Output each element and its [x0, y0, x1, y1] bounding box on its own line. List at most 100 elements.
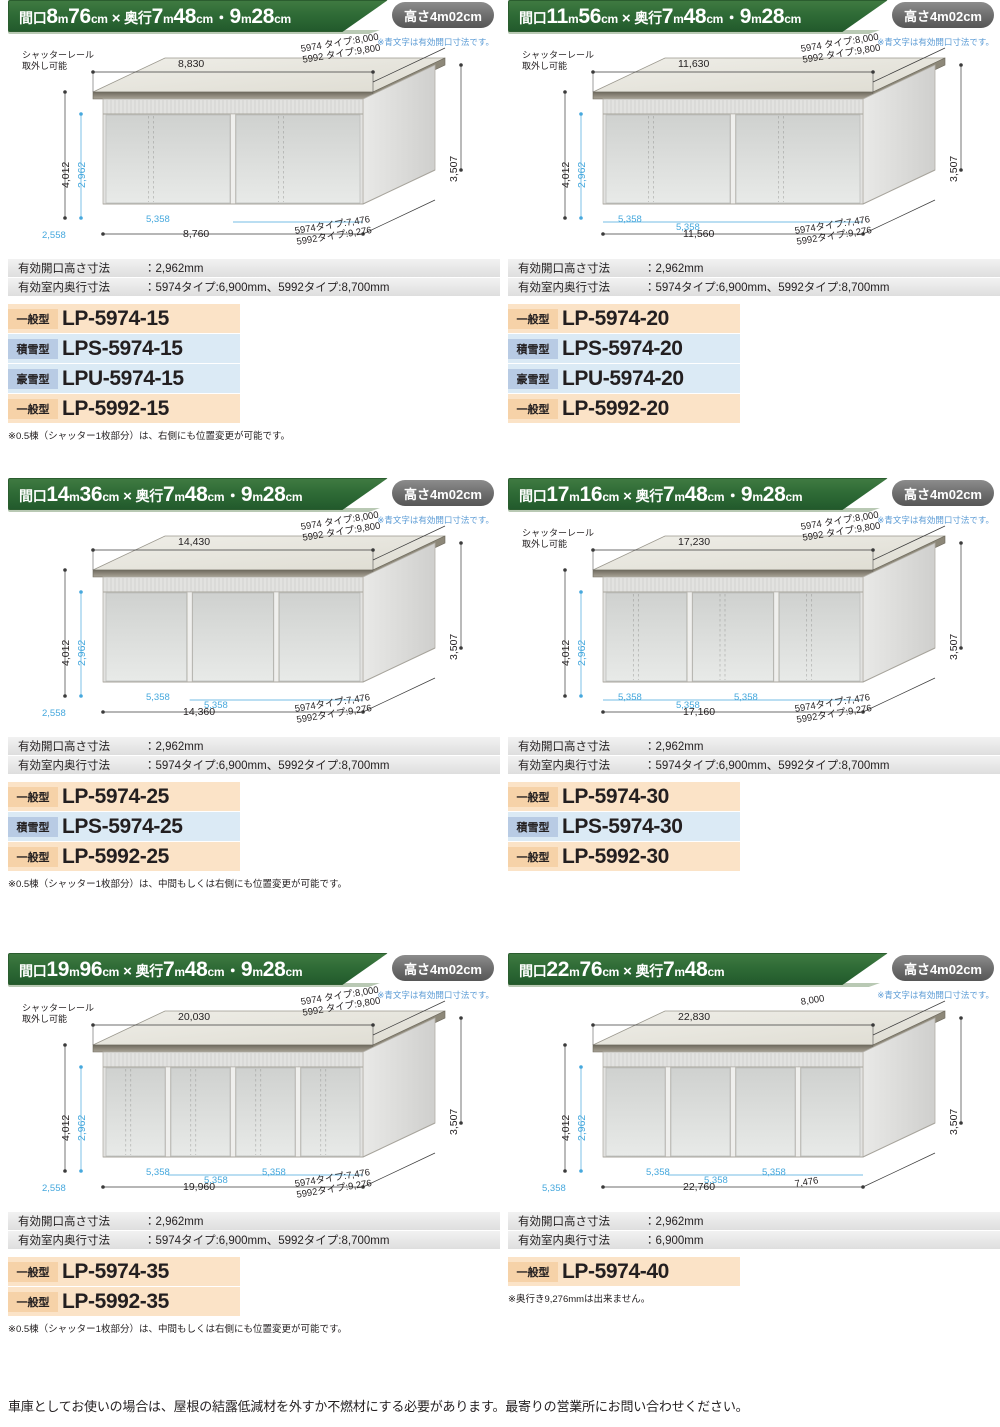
model-row[interactable]: 一般型 LP-5992-35 [8, 1287, 240, 1316]
dim-opening-height: 2,962 [576, 161, 588, 188]
product-panel: 間口 11 m 56 cm × 奥行 7 m 48 cm ・ 9 m 28 cm 高さ4m02cm ※青文字は… [508, 0, 1000, 478]
spec-value-opening-height: ：2,962mm [644, 263, 704, 275]
size-title: 間口 14 m 36 cm × 奥行 7 m 48 cm ・ 9 m 28 cm [19, 482, 303, 506]
depth2-meters: 9 [240, 957, 253, 981]
size-title: 間口 22 m 76 cm × 奥行 7 m 48 cm [519, 957, 725, 981]
dim-half-span: 2,558 [42, 230, 66, 241]
dim-span: 5,358 [704, 1175, 728, 1186]
spec-row-interior-depth: 有効室内奥行寸法 ：5974タイプ:6,900mm、5992タイプ:8,700m… [8, 1230, 500, 1249]
shutter-rail-callout: シャッターレール 取外し可能 [22, 1003, 95, 1025]
spec-row-opening-height: 有効開口高さ寸法 ：2,962mm [8, 1211, 500, 1230]
dim-total-height: 4,012 [60, 161, 72, 188]
width-centimeters: 16 [579, 482, 603, 506]
dim-rear-height: 3,507 [948, 633, 960, 660]
model-row[interactable]: 積雪型 LPS-5974-20 [508, 334, 740, 363]
spec-value-interior-depth: ：5974タイプ:6,900mm、5992タイプ:8,700mm [644, 760, 890, 772]
spec-table: 有効開口高さ寸法 ：2,962mm 有効室内奥行寸法 ：5974タイプ:6,90… [8, 1211, 500, 1249]
model-row[interactable]: 一般型 LP-5992-30 [508, 842, 740, 871]
model-row[interactable]: 一般型 LP-5974-40 [508, 1257, 740, 1286]
size-banner: 間口 14 m 36 cm × 奥行 7 m 48 cm ・ 9 m 28 cm [8, 478, 388, 510]
model-row[interactable]: 一般型 LP-5992-20 [508, 394, 740, 423]
dim-roof-width: 20,030 [178, 1011, 211, 1023]
spec-label-opening-height: 有効開口高さ寸法 [518, 263, 610, 275]
panel-header: 間口 11 m 56 cm × 奥行 7 m 48 cm ・ 9 m 28 cm 高さ4m02cm ※青文字は… [508, 0, 1000, 47]
depth1-meters: 7 [151, 4, 164, 28]
depth2-meters: 9 [739, 4, 752, 28]
model-row[interactable]: 豪雪型 LPU-5974-20 [508, 364, 740, 393]
panel-header: 間口 19 m 96 cm × 奥行 7 m 48 cm ・ 9 m 28 cm 高さ4m02cm ※青文字は… [8, 953, 500, 1000]
dim-rear-height: 3,507 [448, 1108, 460, 1135]
model-row[interactable]: 一般型 LP-5992-25 [8, 842, 240, 871]
shutter-rail-callout: シャッターレール 取外し可能 [522, 50, 595, 72]
spec-value-opening-height: ：2,962mm [644, 741, 704, 753]
spec-value-interior-depth: ：6,900mm [644, 1235, 704, 1247]
model-code: LP-5974-30 [562, 785, 669, 808]
width-meters: 22 [546, 957, 570, 981]
model-row[interactable]: 一般型 LP-5974-35 [8, 1257, 240, 1286]
model-row[interactable]: 一般型 LP-5974-25 [8, 782, 240, 811]
spec-row-opening-height: 有効開口高さ寸法 ：2,962mm [508, 258, 1000, 277]
model-row[interactable]: 積雪型 LPS-5974-25 [8, 812, 240, 841]
model-type-badge: 一般型 [8, 1261, 58, 1282]
size-banner: 間口 22 m 76 cm × 奥行 7 m 48 cm [508, 953, 888, 985]
model-code: LP-5992-35 [62, 1290, 169, 1313]
model-code: LP-5974-20 [562, 307, 669, 330]
height-badge: 高さ4m02cm [891, 2, 994, 28]
depth2-meters: 9 [740, 482, 753, 506]
spec-label-interior-depth: 有効室内奥行寸法 [518, 282, 610, 294]
model-type-badge: 一般型 [8, 308, 58, 329]
dim-span: 5,358 [262, 1167, 286, 1178]
spec-label-interior-depth: 有効室内奥行寸法 [18, 760, 110, 772]
model-row[interactable]: 積雪型 LPS-5974-15 [8, 334, 240, 363]
model-type-badge: 一般型 [508, 846, 558, 867]
model-row[interactable]: 一般型 LP-5974-30 [508, 782, 740, 811]
model-code: LPU-5974-20 [562, 367, 684, 390]
banner-shadow [508, 508, 880, 512]
depth-label: 奥行 [124, 9, 152, 26]
dim-base-width: 8,760 [183, 228, 210, 240]
spec-label-interior-depth: 有効室内奥行寸法 [18, 282, 110, 294]
page-footer-note: 車庫としてお使いの場合は、屋根の結露低減材を外すか不燃材にする必要があります。最… [8, 1399, 749, 1414]
blue-text-note: ※青文字は有効開口寸法です。 [377, 990, 494, 1000]
product-panel: 間口 17 m 16 cm × 奥行 7 m 48 cm ・ 9 m 28 cm 高さ4m02cm ※青文字は… [508, 478, 1000, 953]
dim-roof-width: 22,830 [678, 1011, 711, 1023]
spec-value-interior-depth: ：5974タイプ:6,900mm、5992タイプ:8,700mm [144, 282, 390, 294]
size-title: 間口 8 m 76 cm × 奥行 7 m 48 cm ・ 9 m 28 cm [19, 4, 291, 28]
model-row[interactable]: 一般型 LP-5974-20 [508, 304, 740, 333]
depth1-meters: 7 [162, 957, 175, 981]
width-label: 間口 [19, 9, 47, 26]
spec-table: 有効開口高さ寸法 ：2,962mm 有効室内奥行寸法 ：5974タイプ:6,90… [8, 736, 500, 774]
depth1-meters: 7 [662, 482, 675, 506]
panel-footnote: ※0.5棟（シャッター1枚部分）は、中間もしくは右側にも位置変更が可能です。 [8, 879, 348, 890]
width-meters: 8 [46, 4, 58, 28]
model-type-badge: 一般型 [508, 1261, 558, 1282]
spec-row-opening-height: 有効開口高さ寸法 ：2,962mm [8, 736, 500, 755]
width-centimeters: 96 [79, 957, 103, 981]
dim-half-span: 2,558 [42, 708, 66, 719]
model-list: 一般型 LP-5974-15 積雪型 LPS-5974-15 豪雪型 LPU-5… [8, 304, 500, 423]
width-meters: 14 [46, 482, 70, 506]
model-type-badge: 積雪型 [508, 338, 558, 359]
size-banner: 間口 8 m 76 cm × 奥行 7 m 48 cm ・ 9 m 28 cm [8, 0, 388, 32]
model-code: LPS-5974-30 [562, 815, 683, 838]
depth-label: 奥行 [135, 962, 164, 979]
banner-shadow [8, 30, 380, 34]
model-type-badge: 積雪型 [8, 338, 58, 359]
model-type-badge: 一般型 [8, 786, 58, 807]
product-drawing: シャッターレール 取外し可能 8,830 5974 タイプ:8,000 5992 タ… [8, 32, 500, 254]
model-row[interactable]: 一般型 LP-5974-15 [8, 304, 240, 333]
product-drawing: シャッターレール 取外し可能 20,030 5974 タイプ:8,000 5992 … [8, 985, 500, 1207]
model-code: LPS-5974-25 [62, 815, 183, 838]
model-row[interactable]: 積雪型 LPS-5974-30 [508, 812, 740, 841]
model-row[interactable]: 豪雪型 LPU-5974-15 [8, 364, 240, 393]
width-meters: 11 [546, 4, 569, 28]
model-row[interactable]: 一般型 LP-5992-15 [8, 394, 240, 423]
model-code: LP-5974-40 [562, 1260, 669, 1283]
dim-opening-height: 2,962 [76, 1114, 88, 1141]
dim-span: 5,358 [762, 1167, 786, 1178]
dim-base-width: 11,560 [683, 228, 715, 240]
dim-span: 5,358 [204, 1175, 228, 1186]
spec-row-opening-height: 有効開口高さ寸法 ：2,962mm [508, 1211, 1000, 1230]
spec-row-interior-depth: 有効室内奥行寸法 ：5974タイプ:6,900mm、5992タイプ:8,700m… [508, 755, 1000, 774]
